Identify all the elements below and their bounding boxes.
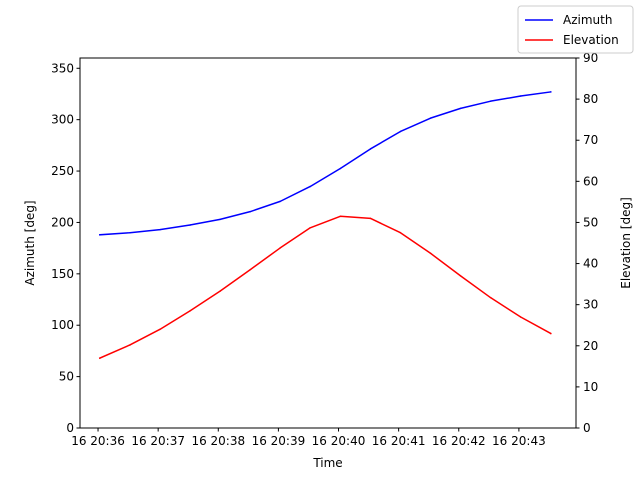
data-point-azimuth bbox=[550, 91, 552, 93]
x-tick-label: 16 20:39 bbox=[252, 434, 306, 448]
x-tick-label: 16 20:40 bbox=[312, 434, 366, 448]
data-point-elevation bbox=[550, 332, 552, 335]
data-point-elevation bbox=[489, 296, 492, 299]
x-tick-label: 16 20:41 bbox=[372, 434, 426, 448]
data-point-elevation bbox=[129, 344, 131, 346]
x-tick-label: 16 20:37 bbox=[131, 434, 185, 448]
right-tick-label: 30 bbox=[583, 298, 598, 312]
right-axis-ticks: 0 10 20 30 40 50 60 70 80 90 bbox=[576, 51, 598, 435]
data-point-elevation bbox=[519, 316, 522, 318]
left-tick-label: 250 bbox=[51, 164, 74, 178]
data-point-elevation bbox=[99, 357, 101, 359]
right-tick-label: 90 bbox=[583, 51, 598, 65]
legend: Azimuth Elevation bbox=[517, 5, 634, 54]
data-point-azimuth bbox=[399, 130, 402, 133]
data-point-azimuth bbox=[189, 224, 191, 226]
right-tick-label: 0 bbox=[583, 421, 591, 435]
legend-box bbox=[517, 5, 634, 54]
data-point-elevation bbox=[339, 215, 342, 218]
data-point-elevation bbox=[369, 217, 372, 220]
left-tick-label: 0 bbox=[66, 421, 74, 435]
x-axis-label: Time bbox=[312, 456, 342, 470]
data-point-elevation bbox=[159, 328, 161, 331]
right-tick-label: 70 bbox=[583, 133, 598, 147]
data-point-elevation bbox=[399, 231, 402, 234]
data-point-azimuth bbox=[219, 218, 221, 221]
data-point-azimuth bbox=[309, 185, 312, 188]
right-axis-label: Elevation [deg] bbox=[619, 197, 633, 289]
data-point-azimuth bbox=[129, 231, 131, 234]
data-point-elevation bbox=[189, 310, 191, 312]
left-axis-label: Azimuth [deg] bbox=[23, 200, 37, 285]
left-tick-label: 100 bbox=[51, 318, 74, 332]
data-point-elevation bbox=[309, 227, 312, 229]
data-point-azimuth bbox=[99, 234, 101, 236]
right-tick-label: 60 bbox=[583, 174, 598, 188]
series-line-elevation bbox=[98, 215, 552, 360]
legend-label-azimuth: Azimuth bbox=[563, 13, 612, 27]
right-tick-label: 50 bbox=[583, 215, 598, 229]
data-point-azimuth bbox=[279, 200, 281, 203]
data-point-elevation bbox=[429, 252, 432, 255]
right-tick-label: 20 bbox=[583, 339, 598, 353]
legend-label-elevation: Elevation bbox=[563, 33, 619, 47]
data-point-azimuth bbox=[159, 228, 161, 231]
left-tick-label: 150 bbox=[51, 267, 74, 281]
left-tick-label: 300 bbox=[51, 113, 74, 127]
x-axis-ticks: 16 20:36 16 20:37 16 20:38 16 20:39 16 20:40… bbox=[71, 428, 546, 448]
x-tick-label: 16 20:36 bbox=[71, 434, 125, 448]
series-line-azimuth bbox=[99, 91, 552, 236]
left-tick-label: 50 bbox=[59, 370, 74, 384]
data-point-azimuth bbox=[429, 117, 432, 119]
data-point-azimuth bbox=[369, 148, 372, 150]
left-tick-label: 350 bbox=[51, 61, 74, 75]
data-point-azimuth bbox=[339, 167, 342, 170]
x-tick-label: 16 20:42 bbox=[432, 434, 486, 448]
data-point-azimuth bbox=[249, 210, 251, 213]
data-point-azimuth bbox=[519, 95, 522, 97]
data-point-elevation bbox=[219, 290, 221, 292]
left-axis-ticks: 0 50 100 150 200 250 300 350 bbox=[51, 61, 80, 435]
data-point-azimuth bbox=[459, 107, 462, 110]
x-tick-label: 16 20:38 bbox=[191, 434, 245, 448]
right-tick-label: 80 bbox=[583, 92, 598, 106]
data-point-elevation bbox=[459, 275, 462, 277]
left-tick-label: 200 bbox=[51, 215, 74, 229]
data-point-elevation bbox=[249, 268, 251, 271]
right-tick-label: 10 bbox=[583, 380, 598, 394]
plot-lines bbox=[98, 91, 552, 360]
x-tick-label: 16 20:43 bbox=[492, 434, 546, 448]
right-tick-label: 40 bbox=[583, 257, 598, 271]
data-point-azimuth bbox=[489, 100, 492, 102]
data-point-elevation bbox=[279, 247, 281, 249]
plot-frame bbox=[79, 57, 577, 429]
